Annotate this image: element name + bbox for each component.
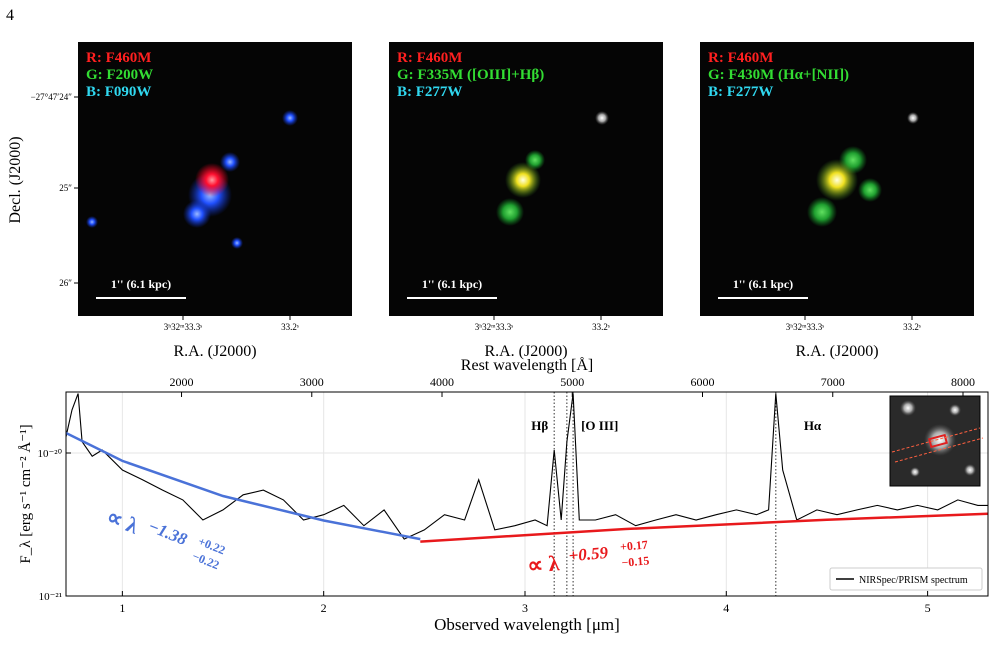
scale-bar-label: 1'' (6.1 kpc) [111, 277, 171, 291]
x2-tick-label: 6000 [691, 375, 715, 389]
ra-label: R.A. (J2000) [484, 343, 567, 360]
fit-annotation: ∝ λ −1.38 +0.22−0.22 [103, 503, 227, 572]
band-label: G: F430M (Hα+[NII]) [708, 67, 849, 83]
ra-tick-label: 33.2ˢ [903, 322, 921, 332]
band-label: G: F335M ([OIII]+Hβ) [397, 67, 544, 83]
ra-tick-label: 33.2ˢ [281, 322, 299, 332]
plot-frame [65, 391, 989, 597]
source-blob [816, 159, 858, 201]
band-label: B: F277W [708, 84, 773, 100]
source-blob [220, 152, 240, 172]
source-blob [86, 216, 98, 228]
inset-source [949, 404, 961, 416]
band-label: R: F460M [397, 50, 462, 66]
spectrum-chart: 1 2 3 4 5 2000 3000 4000 5000 6000 7000 8000 10⁻²¹ 10… [18, 356, 989, 634]
source-blob [505, 162, 541, 198]
band-label: B: F277W [397, 84, 462, 100]
dec-tick-label: −27°47′24″ [31, 92, 73, 102]
fit-exponent: −1.38 [145, 516, 190, 549]
scale-bar-label: 1'' (6.1 kpc) [422, 277, 482, 291]
fit-text: ∝ λ [103, 503, 142, 538]
x-tick-label: 3 [522, 601, 528, 615]
dec-label: Decl. (J2000) [7, 136, 24, 223]
source-blob [595, 111, 609, 125]
source-blob [183, 200, 211, 228]
x2-tick-label: 5000 [560, 375, 584, 389]
emission-line-label: Hβ [531, 418, 548, 433]
x2-tick-label: 3000 [300, 375, 324, 389]
inset-source [900, 400, 916, 416]
y-axis-label: F_λ [erg s⁻¹ cm⁻² Å⁻¹] [18, 424, 34, 563]
x2-tick-label: 4000 [430, 375, 454, 389]
emission-line-label: [O III] [581, 418, 618, 433]
dec-tick-label: 25″ [59, 183, 72, 193]
emission-line-label: Hα [804, 418, 822, 433]
y-tick-label: 10⁻²⁰ [37, 448, 62, 460]
legend-label: NIRSpec/PRISM spectrum [859, 575, 968, 586]
scale-bar-label: 1'' (6.1 kpc) [733, 277, 793, 291]
band-label: B: F090W [86, 84, 151, 100]
ra-label: R.A. (J2000) [173, 343, 256, 360]
x2-axis-label: Rest wavelength [Å] [461, 356, 593, 374]
power-law-fit [420, 512, 988, 543]
inset-source [964, 464, 976, 476]
y-tick-label: 10⁻²¹ [39, 591, 62, 603]
fit-annotation: ∝ λ +0.59 +0.17−0.15 [526, 537, 650, 578]
x-tick-label: 4 [723, 601, 729, 615]
source-blob [858, 178, 882, 202]
spectrum-line [66, 393, 988, 540]
source-blob [907, 112, 919, 124]
x-tick-label: 1 [119, 601, 125, 615]
inset-source [924, 424, 956, 456]
band-label: G: F200W [86, 67, 153, 83]
x-tick-label: 2 [321, 601, 327, 615]
fit-upper: +0.17 [619, 537, 648, 553]
fit-text: ∝ λ [526, 550, 560, 578]
x2-tick-label: 7000 [821, 375, 845, 389]
source-blob [195, 163, 229, 197]
inset-source [910, 467, 920, 477]
fit-exponent: +0.59 [568, 543, 609, 565]
inset-slit-extent [891, 427, 984, 463]
ra-tick-label: 3ʰ32ᵐ33.3ˢ [475, 322, 514, 332]
x2-tick-label: 2000 [170, 375, 194, 389]
dec-tick-label: 26″ [59, 278, 72, 288]
power-law-fit [66, 431, 421, 541]
source-blob [807, 197, 837, 227]
fit-lower: −0.15 [621, 553, 650, 569]
x-tick-label: 5 [925, 601, 931, 615]
inset-slit [928, 433, 948, 449]
ra-label: R.A. (J2000) [795, 343, 878, 360]
x2-tick-label: 8000 [951, 375, 975, 389]
x-axis-label: Observed wavelength [μm] [434, 615, 620, 634]
source-blob [496, 198, 524, 226]
source-blob [231, 237, 243, 249]
band-label: R: F460M [708, 50, 773, 66]
legend-box [829, 567, 983, 591]
page-number: 4 [6, 7, 14, 24]
ra-tick-label: 33.2ˢ [592, 322, 610, 332]
ra-tick-label: 3ʰ32ᵐ33.3ˢ [164, 322, 203, 332]
band-label: R: F460M [86, 50, 151, 66]
source-blob [282, 110, 298, 126]
ra-tick-label: 3ʰ32ᵐ33.3ˢ [786, 322, 825, 332]
